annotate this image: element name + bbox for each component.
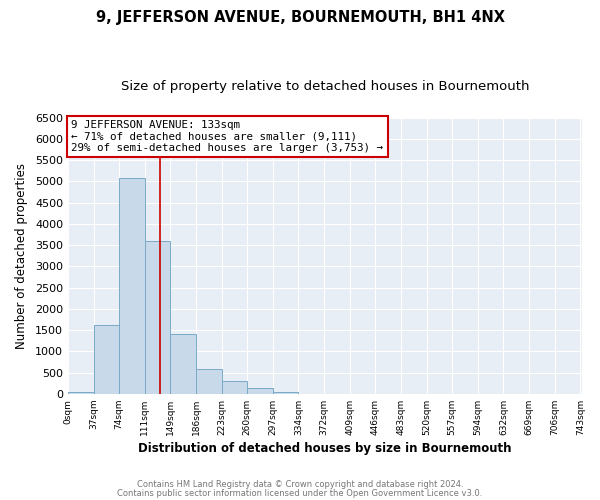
Text: 9 JEFFERSON AVENUE: 133sqm
← 71% of detached houses are smaller (9,111)
29% of s: 9 JEFFERSON AVENUE: 133sqm ← 71% of deta…	[71, 120, 383, 153]
Text: Contains HM Land Registry data © Crown copyright and database right 2024.: Contains HM Land Registry data © Crown c…	[137, 480, 463, 489]
Bar	[196, 369, 221, 394]
Bar	[247, 388, 273, 394]
Bar	[145, 241, 170, 394]
Bar	[119, 178, 145, 394]
Bar	[221, 382, 247, 394]
Bar	[68, 392, 94, 394]
Bar	[170, 334, 196, 394]
Bar	[273, 392, 298, 394]
Text: Contains public sector information licensed under the Open Government Licence v3: Contains public sector information licen…	[118, 488, 482, 498]
Text: 9, JEFFERSON AVENUE, BOURNEMOUTH, BH1 4NX: 9, JEFFERSON AVENUE, BOURNEMOUTH, BH1 4N…	[95, 10, 505, 25]
Y-axis label: Number of detached properties: Number of detached properties	[15, 163, 28, 349]
X-axis label: Distribution of detached houses by size in Bournemouth: Distribution of detached houses by size …	[139, 442, 512, 455]
Bar	[94, 325, 119, 394]
Title: Size of property relative to detached houses in Bournemouth: Size of property relative to detached ho…	[121, 80, 529, 93]
